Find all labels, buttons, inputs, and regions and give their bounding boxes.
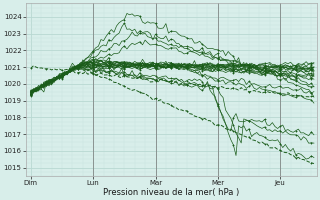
X-axis label: Pression niveau de la mer( hPa ): Pression niveau de la mer( hPa ) <box>103 188 239 197</box>
